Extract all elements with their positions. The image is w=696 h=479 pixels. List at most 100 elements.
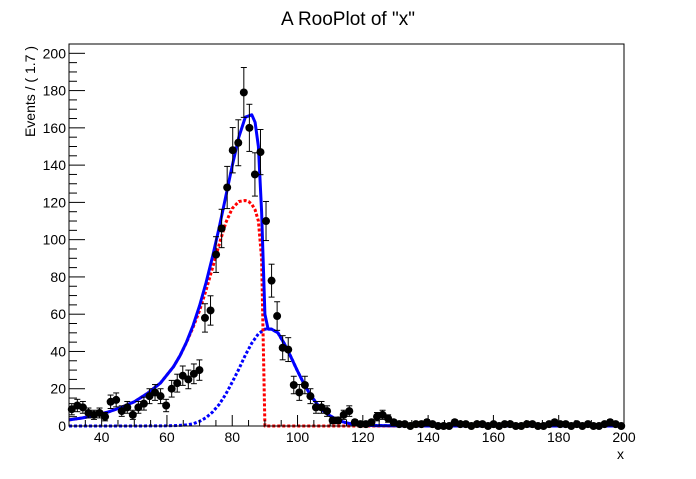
series-data-points	[67, 67, 626, 430]
data-point-marker	[345, 407, 354, 416]
y-tick-label: 80	[50, 269, 66, 285]
data-point	[123, 400, 132, 414]
data-point-marker	[256, 148, 265, 157]
data-point	[212, 236, 221, 273]
x-tick-label: 80	[224, 429, 240, 445]
data-point	[156, 388, 165, 405]
data-point-marker	[184, 375, 193, 384]
series-total-fit	[68, 113, 624, 428]
data-point-marker	[228, 146, 237, 155]
data-point	[273, 301, 282, 331]
x-tick-label: 160	[482, 429, 506, 445]
data-point	[267, 263, 276, 298]
data-point	[195, 359, 204, 381]
y-tick-label: 160	[43, 120, 67, 136]
y-tick-label: 140	[43, 157, 67, 173]
data-point	[184, 369, 193, 390]
y-tick-label: 100	[43, 232, 67, 248]
data-point-marker	[267, 276, 276, 285]
data-point	[228, 127, 237, 174]
y-tick-label: 20	[50, 381, 66, 397]
data-point-marker	[311, 403, 320, 412]
x-tick-label: 40	[94, 429, 110, 445]
data-point-marker	[367, 418, 376, 427]
data-point	[311, 400, 320, 414]
data-point-marker	[206, 306, 215, 315]
data-point	[317, 400, 326, 414]
data-point-marker	[112, 395, 121, 404]
data-point	[300, 375, 309, 395]
data-point	[334, 416, 343, 425]
x-tick-label: 120	[351, 429, 375, 445]
data-point-marker	[162, 401, 171, 410]
x-tick-label: 100	[286, 429, 310, 445]
data-point-marker	[306, 392, 315, 401]
data-point-marker	[200, 313, 209, 322]
data-point-marker	[223, 183, 232, 192]
y-tick-label: 40	[50, 343, 66, 359]
y-tick-label: 180	[43, 83, 67, 99]
x-tick-label: 140	[416, 429, 440, 445]
data-point	[217, 208, 226, 249]
data-point	[345, 405, 354, 417]
data-point	[206, 295, 215, 326]
data-point-marker	[156, 392, 165, 401]
data-point	[306, 388, 315, 405]
x-tick-label: 200	[612, 429, 636, 445]
axes: 40 60 80 100 120 140 160 180 200 0 20 40 60 80 100 120 1…	[43, 43, 636, 445]
x-tick-label: 60	[159, 429, 175, 445]
data-point-marker	[123, 403, 132, 412]
y-tick-label: 0	[58, 418, 66, 434]
data-point	[162, 398, 171, 413]
data-point	[289, 375, 298, 395]
x-axis-label: x	[617, 446, 624, 462]
data-point	[128, 409, 137, 420]
data-point-marker	[101, 412, 110, 421]
chart-title: A RooPlot of "x"	[281, 9, 415, 30]
data-point	[101, 412, 110, 422]
data-point	[223, 165, 232, 210]
data-point	[323, 405, 332, 417]
data-point-marker	[334, 416, 343, 425]
data-point	[200, 303, 209, 333]
y-tick-label: 120	[43, 194, 67, 210]
y-tick-label: 60	[50, 306, 66, 322]
data-point	[245, 103, 254, 152]
data-point-marker	[300, 381, 309, 390]
data-point-marker	[139, 399, 148, 408]
data-point-marker	[323, 407, 332, 416]
data-point	[284, 337, 293, 363]
data-point	[112, 392, 121, 408]
plot-frame	[68, 43, 625, 427]
data-point	[167, 379, 176, 398]
data-point-marker	[295, 388, 304, 397]
data-point	[256, 128, 265, 176]
x-tick-label: 180	[547, 429, 571, 445]
data-point	[173, 373, 182, 393]
data-point	[239, 67, 248, 118]
plot-area	[67, 67, 626, 430]
data-point	[367, 418, 376, 427]
data-point-marker	[250, 170, 259, 179]
data-point-marker	[289, 381, 298, 390]
data-point	[78, 400, 87, 414]
data-point-marker	[273, 312, 282, 321]
data-point-marker	[173, 379, 182, 388]
data-point-marker	[167, 384, 176, 393]
data-point-marker	[212, 250, 221, 259]
data-point-marker	[195, 366, 204, 375]
data-point-marker	[128, 410, 137, 419]
data-point	[262, 200, 271, 242]
data-point-marker	[234, 138, 243, 147]
data-point-marker	[78, 403, 87, 412]
data-point-marker	[284, 345, 293, 354]
y-axis-label: Events / ( 1.7 )	[22, 46, 38, 137]
data-point	[234, 119, 243, 167]
y-tick-label: 200	[43, 45, 67, 61]
data-point-marker	[262, 217, 271, 226]
data-point-marker	[245, 123, 254, 132]
data-point-marker	[239, 88, 248, 97]
data-point-marker	[217, 224, 226, 233]
